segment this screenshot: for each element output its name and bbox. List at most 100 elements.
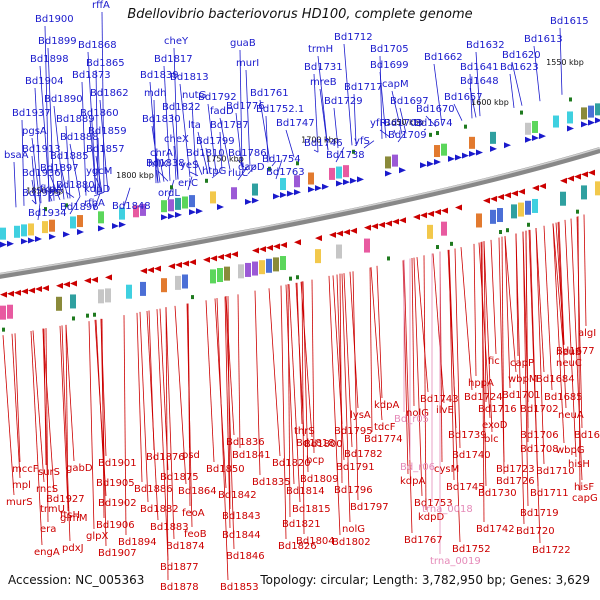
- forward-leader-line: [469, 73, 473, 119]
- forward-gene-label: Bd1747: [276, 118, 315, 129]
- forward-gene-arrow: [336, 180, 343, 187]
- forward-leader-line: [219, 117, 231, 170]
- forward-gene-arrow: [469, 150, 476, 157]
- reverse-feature-block: [140, 281, 146, 296]
- feature-marker: [464, 124, 467, 129]
- reverse-feature-block: [427, 224, 433, 239]
- forward-gene-label: Bd1623: [500, 62, 539, 73]
- reverse-leader-line: [205, 300, 215, 463]
- reverse-leader-line: [88, 321, 95, 530]
- reverse-gene-label: Bd1874: [166, 541, 205, 552]
- reverse-gene-label: Bd1815: [292, 504, 331, 515]
- forward-gene-arrow: [455, 154, 462, 161]
- forward-gene-label: Bd1880: [56, 180, 95, 191]
- reverse-gene-label: hisF: [574, 482, 594, 493]
- reverse-feature-block: [224, 266, 230, 281]
- feature-marker: [296, 161, 299, 166]
- forward-gene-arrow: [399, 167, 406, 174]
- forward-feature-block: [336, 166, 342, 179]
- reverse-gene-label: Bd1906: [96, 520, 135, 531]
- forward-gene-arrow: [490, 145, 497, 152]
- reverse-feature-block: [336, 244, 342, 259]
- reverse-gene-label: wbpM: [508, 374, 538, 385]
- genome-summary: Topology: circular; Length: 3,782,950 bp…: [260, 573, 590, 587]
- forward-gene-label: Bd1761: [250, 88, 289, 99]
- forward-gene-label: Bd1712: [334, 32, 373, 43]
- reverse-gene-label: mccF: [12, 464, 39, 475]
- reverse-gene-label: Bd1767: [404, 535, 443, 546]
- forward-gene-label: kdpD: [84, 184, 110, 195]
- reverse-gene-arrow: [588, 169, 595, 176]
- reverse-gene-label: Bd1818: [296, 438, 335, 449]
- forward-gene-label: Bd1810: [186, 148, 225, 159]
- reverse-gene-arrow: [217, 254, 224, 261]
- reverse-gene-label: Bd1685: [544, 392, 583, 403]
- forward-gene-label: Bd1787: [210, 120, 249, 131]
- reverse-gene-label: Bd1836: [226, 437, 265, 448]
- forward-feature-block: [553, 115, 559, 128]
- forward-leader-line: [379, 129, 391, 138]
- reverse-leader-line: [311, 279, 315, 454]
- forward-gene-label: Bd1848: [112, 201, 151, 212]
- forward-gene-label: Bd1865: [86, 58, 125, 69]
- reverse-gene-arrow: [259, 246, 266, 253]
- reverse-gene-arrow: [329, 231, 336, 238]
- forward-gene-label: Bd1738: [326, 150, 365, 161]
- forward-leader-line: [37, 203, 41, 221]
- reverse-feature-block: [105, 288, 111, 303]
- forward-gene-label: rluC: [228, 168, 248, 179]
- tick-label: 1650 kbp: [386, 118, 424, 127]
- forward-gene-arrow: [322, 183, 329, 190]
- forward-feature-block: [588, 105, 594, 118]
- forward-gene-label: capM: [382, 79, 409, 90]
- reverse-gene-label: Bd1745: [446, 482, 485, 493]
- rna-gene-label: trna_0019: [430, 556, 481, 567]
- reverse-gene-arrow: [189, 259, 196, 266]
- forward-feature-block: [490, 131, 496, 144]
- forward-gene-arrow: [588, 119, 595, 126]
- forward-feature-block: [133, 205, 139, 218]
- forward-leader-line: [207, 103, 217, 173]
- reverse-gene-arrow: [490, 195, 497, 202]
- forward-feature-block: [21, 224, 27, 237]
- reverse-leader-line: [352, 271, 359, 501]
- forward-leader-line: [39, 65, 51, 202]
- reverse-gene-arrow: [343, 229, 350, 236]
- reverse-feature-block: [273, 257, 279, 272]
- reverse-feature-block: [70, 294, 76, 309]
- forward-gene-label: guaB: [230, 38, 256, 49]
- reverse-gene-label: Bd1814: [286, 486, 325, 497]
- forward-leader-line: [205, 147, 211, 174]
- reverse-leader-line: [295, 282, 305, 437]
- reverse-gene-label: Bd1726: [496, 476, 535, 487]
- forward-gene-label: Bd1937: [12, 108, 51, 119]
- reverse-gene-arrow: [567, 175, 574, 182]
- reverse-leader-line: [498, 237, 505, 463]
- forward-leader-line: [173, 47, 179, 180]
- forward-leader-line: [363, 140, 375, 149]
- forward-leader-line: [397, 133, 405, 143]
- reverse-leader-line: [225, 296, 235, 436]
- forward-gene-label: chrA: [150, 148, 173, 159]
- forward-gene-label: Bd1813: [170, 72, 209, 83]
- reverse-feature-block: [7, 304, 13, 319]
- forward-leader-line: [511, 61, 523, 106]
- reverse-leader-line: [543, 225, 553, 391]
- reverse-feature-block: [238, 264, 244, 279]
- reverse-gene-label: Bd1800: [304, 439, 343, 450]
- feature-marker: [569, 97, 572, 102]
- reverse-gene-label: Bd1684: [536, 374, 575, 385]
- forward-feature-block: [595, 103, 600, 116]
- reverse-gene-arrow: [273, 243, 280, 250]
- reverse-gene-label: capP: [510, 358, 534, 369]
- forward-gene-label: Bd1731: [304, 62, 343, 73]
- reverse-gene-arrow: [504, 192, 511, 199]
- forward-feature-block: [308, 172, 314, 185]
- reverse-leader-line: [522, 231, 529, 507]
- reverse-feature-block: [490, 209, 496, 224]
- forward-gene-arrow: [77, 229, 84, 236]
- forward-leader-line: [13, 161, 17, 208]
- forward-gene-label: Bd1888: [60, 132, 99, 143]
- forward-gene-label: Bd1830: [142, 114, 181, 125]
- reverse-gene-label: Bd1853: [220, 582, 259, 593]
